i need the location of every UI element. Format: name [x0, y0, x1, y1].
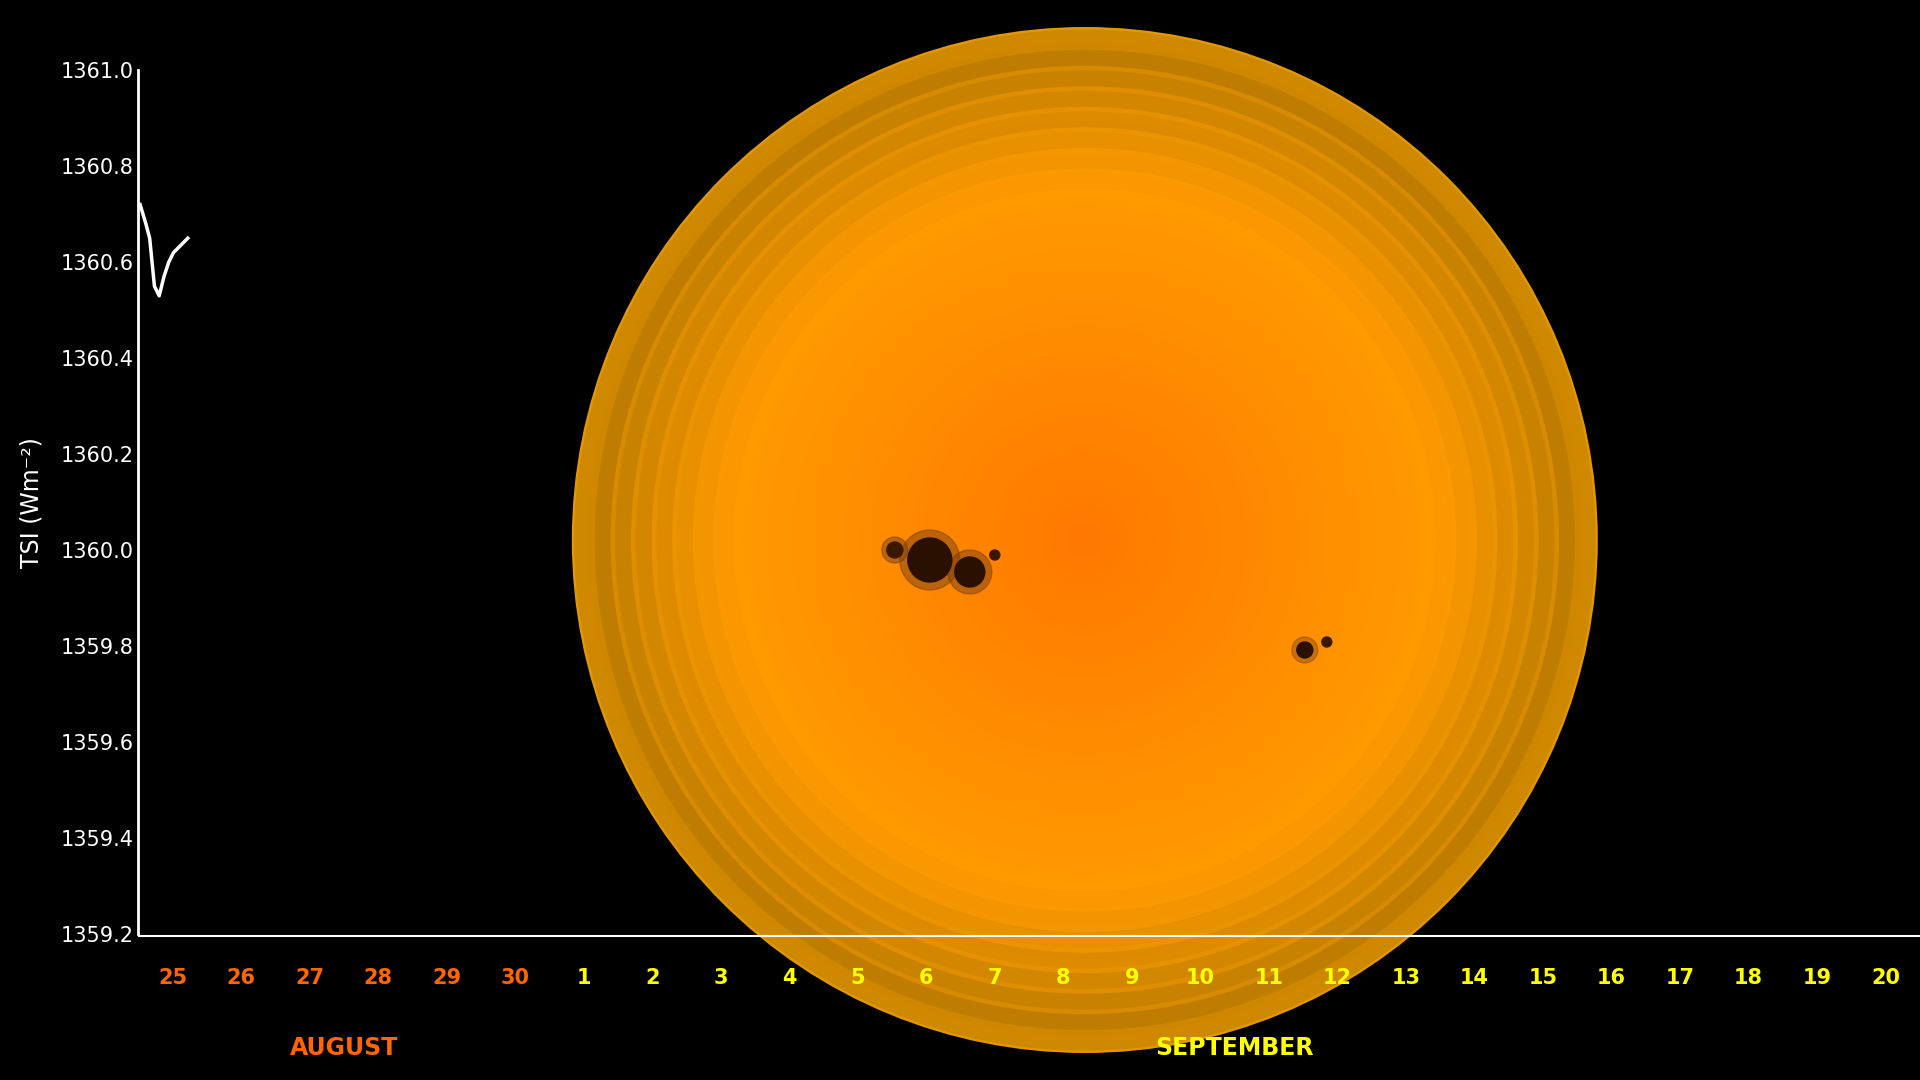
Circle shape	[657, 112, 1513, 968]
Circle shape	[708, 164, 1461, 916]
Text: 14: 14	[1459, 968, 1490, 988]
Circle shape	[674, 130, 1496, 950]
Circle shape	[922, 378, 1248, 702]
Circle shape	[1025, 481, 1144, 599]
Circle shape	[948, 403, 1221, 677]
Text: 2: 2	[645, 968, 659, 988]
Circle shape	[991, 446, 1179, 634]
Text: 6: 6	[920, 968, 933, 988]
Circle shape	[589, 44, 1580, 1036]
Circle shape	[879, 335, 1290, 745]
Circle shape	[837, 292, 1332, 788]
Circle shape	[718, 173, 1452, 907]
Circle shape	[785, 241, 1384, 839]
Text: 4: 4	[781, 968, 797, 988]
Circle shape	[828, 283, 1342, 797]
Circle shape	[572, 27, 1597, 1053]
Text: 8: 8	[1056, 968, 1071, 988]
Circle shape	[684, 138, 1486, 942]
Circle shape	[983, 437, 1187, 643]
Text: 1: 1	[576, 968, 591, 988]
Circle shape	[639, 95, 1530, 985]
Circle shape	[624, 78, 1546, 1002]
Text: 29: 29	[432, 968, 461, 988]
Text: 20: 20	[1872, 968, 1901, 988]
Circle shape	[954, 557, 985, 588]
Circle shape	[751, 206, 1419, 874]
Circle shape	[897, 352, 1273, 728]
Circle shape	[803, 258, 1367, 822]
Circle shape	[872, 326, 1298, 754]
Circle shape	[1050, 505, 1119, 575]
Circle shape	[991, 550, 1000, 561]
Circle shape	[1292, 637, 1317, 663]
Circle shape	[887, 542, 902, 558]
Circle shape	[904, 361, 1265, 719]
Circle shape	[1077, 531, 1092, 549]
Circle shape	[760, 215, 1409, 865]
Circle shape	[743, 198, 1427, 882]
Circle shape	[768, 224, 1402, 856]
Circle shape	[614, 70, 1555, 1010]
Circle shape	[1043, 497, 1127, 583]
Circle shape	[649, 104, 1521, 976]
Circle shape	[1296, 642, 1313, 658]
Text: 27: 27	[296, 968, 324, 988]
Circle shape	[973, 429, 1196, 651]
Circle shape	[795, 249, 1375, 831]
Circle shape	[1008, 463, 1162, 617]
Y-axis label: TSI (Wm⁻²): TSI (Wm⁻²)	[19, 436, 44, 568]
Text: AUGUST: AUGUST	[290, 1036, 397, 1059]
Circle shape	[998, 455, 1171, 625]
Text: 7: 7	[987, 968, 1002, 988]
Text: 17: 17	[1667, 968, 1695, 988]
Text: 25: 25	[157, 968, 186, 988]
Circle shape	[914, 369, 1256, 711]
Circle shape	[607, 62, 1563, 1018]
Circle shape	[733, 189, 1436, 891]
Circle shape	[948, 550, 993, 594]
Circle shape	[966, 420, 1204, 660]
Circle shape	[900, 530, 960, 590]
Circle shape	[632, 86, 1538, 994]
Text: 26: 26	[227, 968, 255, 988]
Circle shape	[580, 36, 1590, 1044]
Text: 11: 11	[1254, 968, 1283, 988]
Text: 30: 30	[501, 968, 530, 988]
Circle shape	[666, 121, 1503, 959]
Circle shape	[820, 275, 1350, 805]
Text: 3: 3	[714, 968, 728, 988]
Text: 10: 10	[1187, 968, 1215, 988]
Circle shape	[778, 232, 1392, 848]
Circle shape	[908, 538, 952, 582]
Circle shape	[862, 318, 1308, 762]
Text: 28: 28	[363, 968, 392, 988]
Circle shape	[1060, 514, 1110, 566]
Text: 18: 18	[1734, 968, 1763, 988]
Circle shape	[931, 387, 1238, 694]
Text: 13: 13	[1392, 968, 1421, 988]
Circle shape	[701, 156, 1469, 924]
Circle shape	[939, 394, 1231, 686]
Text: SEPTEMBER: SEPTEMBER	[1156, 1036, 1313, 1059]
Text: 16: 16	[1597, 968, 1626, 988]
Text: 9: 9	[1125, 968, 1139, 988]
Circle shape	[956, 411, 1213, 669]
Circle shape	[1321, 637, 1332, 647]
Circle shape	[854, 309, 1315, 771]
Circle shape	[597, 53, 1572, 1027]
Text: 15: 15	[1528, 968, 1557, 988]
Circle shape	[726, 181, 1444, 899]
Circle shape	[881, 537, 908, 563]
Circle shape	[889, 343, 1281, 737]
Text: 5: 5	[851, 968, 866, 988]
Text: 12: 12	[1323, 968, 1352, 988]
Text: 19: 19	[1803, 968, 1832, 988]
Circle shape	[1033, 488, 1137, 592]
Circle shape	[845, 300, 1325, 780]
Circle shape	[810, 267, 1359, 813]
Circle shape	[1016, 472, 1154, 608]
Circle shape	[691, 147, 1478, 933]
Circle shape	[1068, 523, 1102, 557]
